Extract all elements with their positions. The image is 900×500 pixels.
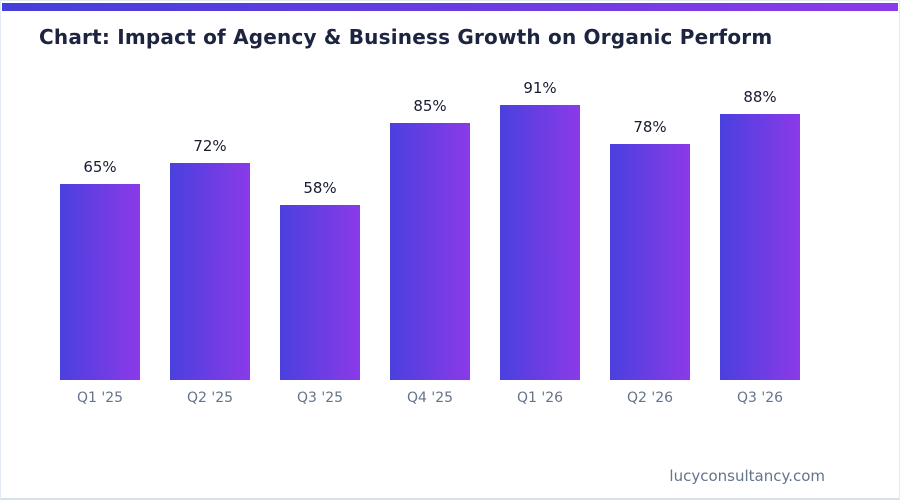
bar bbox=[390, 123, 470, 380]
x-axis-label: Q3 '25 bbox=[296, 390, 344, 406]
bar bbox=[500, 105, 580, 380]
bar-value-label: 72% bbox=[193, 137, 227, 155]
x-axis-label: Q3 '26 bbox=[736, 390, 784, 406]
bar-value-label: 88% bbox=[743, 88, 777, 106]
bar bbox=[280, 205, 360, 380]
top-accent-bar bbox=[2, 3, 898, 11]
x-axis-label: Q1 '26 bbox=[516, 390, 564, 406]
chart-title: Chart: Impact of Agency & Business Growt… bbox=[39, 25, 773, 49]
bar bbox=[720, 114, 800, 380]
bar-value-label: 58% bbox=[303, 179, 337, 197]
bar bbox=[610, 144, 690, 380]
x-axis-label: Q1 '25 bbox=[76, 390, 124, 406]
x-axis-label: Q4 '25 bbox=[406, 390, 454, 406]
bar bbox=[60, 184, 140, 380]
watermark-text: lucyconsultancy.com bbox=[669, 467, 825, 485]
x-axis-label: Q2 '25 bbox=[186, 390, 234, 406]
bar bbox=[170, 163, 250, 380]
bar-value-label: 78% bbox=[633, 118, 667, 136]
x-axis-label: Q2 '26 bbox=[626, 390, 674, 406]
bar-value-label: 85% bbox=[413, 97, 447, 115]
bar-value-label: 91% bbox=[523, 79, 557, 97]
bar-value-label: 65% bbox=[83, 158, 117, 176]
